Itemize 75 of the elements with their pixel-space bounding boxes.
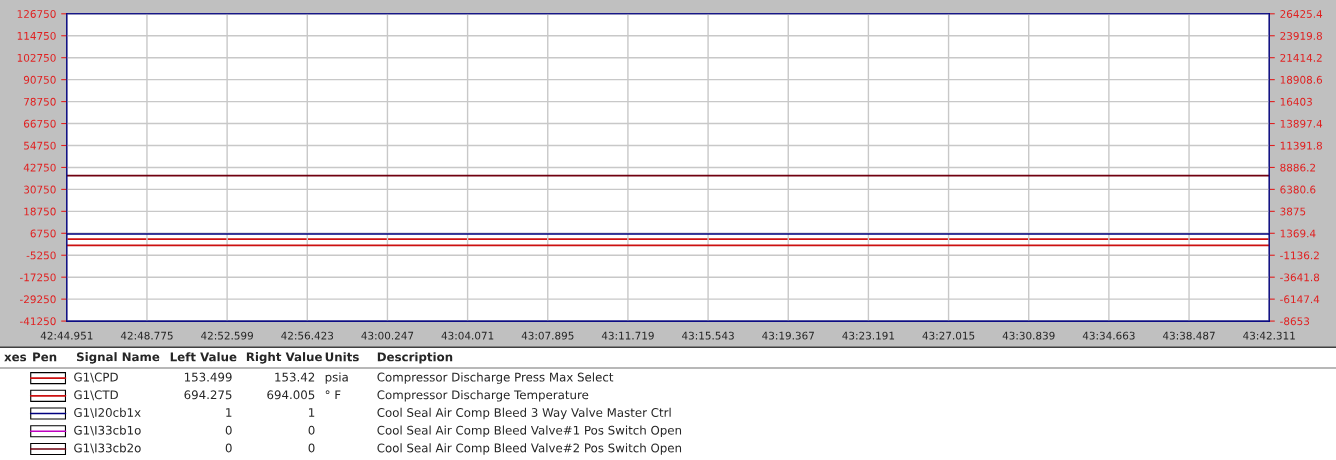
text: 0 (308, 425, 315, 435)
x-tick-label: 43:07.895 (521, 331, 574, 340)
x-tick-label: 43:04.071 (441, 331, 494, 340)
y2-tick-label: 26425.4 (1280, 10, 1323, 18)
text: 694.275 (184, 390, 232, 400)
y2-tick-label: 21414.2 (1280, 53, 1322, 62)
text: Compressor Discharge Press Max Select (377, 372, 614, 384)
text: 1 (226, 408, 232, 417)
y2-tick-label: 3875 (1280, 207, 1306, 216)
text: xes (4, 354, 27, 362)
y-tick-label: 102750 (17, 53, 56, 62)
text: 0 (308, 443, 315, 453)
y2-tick-label: 18908.6 (1280, 75, 1323, 84)
text: Description (377, 352, 453, 364)
text: 1 (309, 408, 315, 417)
legend-label: G1\I33cb1o (74, 425, 141, 436)
y-tick-label: 126750 (17, 10, 56, 18)
x-tick-label: 43:30.839 (1002, 331, 1055, 340)
text: 694.005 (267, 390, 315, 400)
text: Pen (33, 352, 57, 362)
y2-tick-label: -8653 (1280, 317, 1310, 326)
text: 153.42 (275, 372, 315, 382)
y-tick-label: 42750 (23, 163, 56, 172)
text: ° F (325, 390, 341, 400)
x-tick-label: 43:19.367 (762, 331, 814, 340)
x-tick-label: 43:27.015 (922, 331, 975, 340)
y2-tick-label: 8886.2 (1280, 163, 1316, 172)
y-tick-label: 18750 (24, 207, 56, 216)
y2-tick-label: 23919.8 (1280, 31, 1322, 40)
y-tick-label: 114750 (17, 31, 56, 40)
y-tick-label: 54750 (24, 141, 56, 150)
text: Signal Name (77, 352, 160, 364)
y-tick-label: -41250 (20, 317, 56, 326)
y2-tick-label: 11391.8 (1280, 141, 1322, 150)
text: Cool Seal Air Comp Bleed 3 Way Valve Master Ctrl (377, 407, 671, 420)
text: psia (325, 372, 348, 384)
y-tick-label: -5250 (26, 251, 56, 260)
x-tick-label: 43:15.543 (681, 331, 734, 340)
y2-tick-label: 16403 (1280, 97, 1312, 106)
text: 0 (225, 443, 232, 453)
y2-tick-label: -1136.2 (1280, 251, 1319, 260)
legend-label: G1\I33cb2o (74, 443, 141, 454)
y2-tick-label: -3641.8 (1280, 273, 1320, 282)
y-tick-label: -29250 (20, 295, 56, 304)
y-tick-label: 66750 (23, 119, 56, 128)
y-tick-label: 78750 (24, 97, 56, 106)
y-tick-label: 90750 (23, 75, 56, 84)
text: Compressor Discharge Temperature (377, 390, 589, 402)
legend-label: G1\CTD (74, 390, 118, 401)
x-tick-label: 43:38.487 (1162, 331, 1215, 340)
text: Cool Seal Air Comp Bleed Valve#1 Pos Switch Open (377, 425, 682, 437)
text: 153.499 (184, 372, 232, 382)
legend-label: G1\I20cb1x (74, 407, 141, 418)
text: Cool Seal Air Comp Bleed Valve#2 Pos Switch Open (377, 443, 682, 455)
x-tick-label: 43:42.311 (1243, 331, 1295, 340)
legend-label: G1\CPD (74, 372, 118, 383)
y-tick-label: 30750 (24, 185, 56, 194)
y2-tick-label: 6380.6 (1280, 185, 1316, 194)
text: Left Value (170, 352, 237, 362)
text: 0 (225, 425, 232, 435)
x-tick-label: 42:52.599 (201, 331, 253, 340)
x-tick-label: 43:00.247 (361, 331, 414, 340)
y-tick-label: -17250 (20, 273, 56, 282)
y2-tick-label: 13897.4 (1280, 119, 1323, 128)
x-tick-label: 42:48.775 (120, 331, 173, 340)
y2-tick-label: -6147.4 (1280, 295, 1320, 304)
x-tick-label: 43:23.191 (842, 331, 895, 340)
y-tick-label: 6750 (30, 229, 56, 238)
x-tick-label: 42:56.423 (281, 331, 334, 340)
x-tick-label: 42:44.951 (40, 331, 93, 340)
text: Right Value (246, 352, 322, 364)
y2-tick-label: 1369.4 (1280, 229, 1316, 238)
x-tick-label: 43:34.663 (1082, 331, 1135, 340)
text: Units (325, 352, 359, 362)
x-tick-label: 43:11.719 (601, 331, 654, 340)
